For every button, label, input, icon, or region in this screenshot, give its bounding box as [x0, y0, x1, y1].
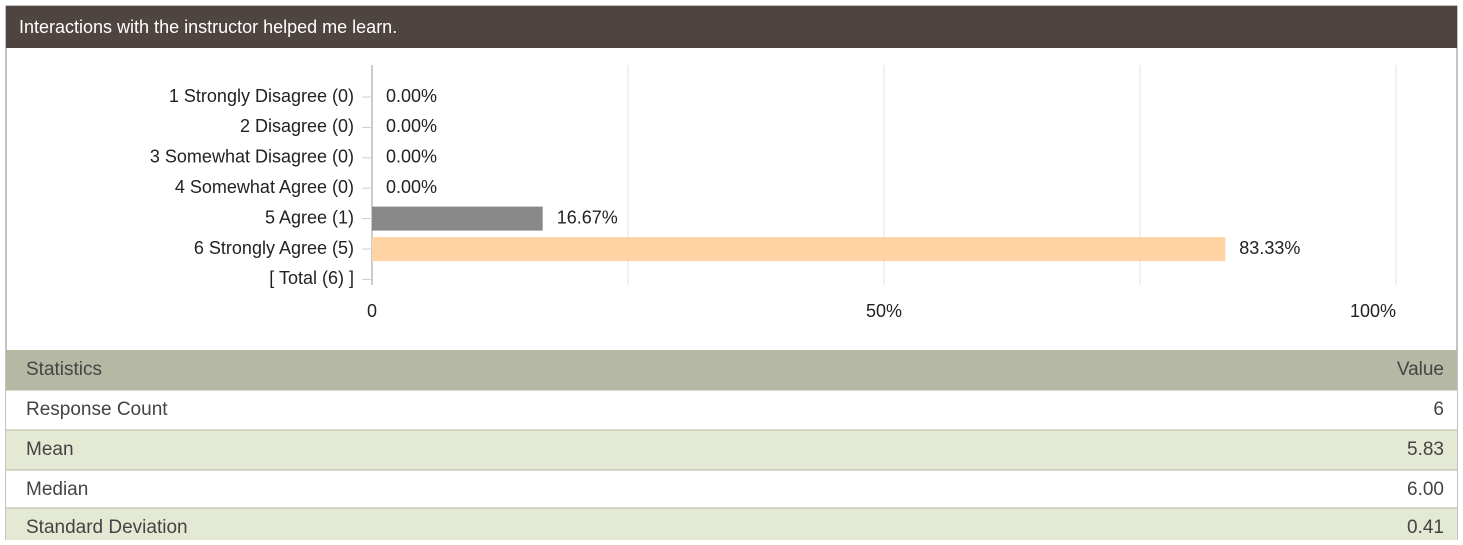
value-label: 83.33% [1239, 238, 1300, 258]
table-row [6, 508, 1457, 542]
bar [372, 237, 1226, 261]
y-tick-label: 4 Somewhat Agree (0) [175, 177, 354, 197]
value-label: 16.67% [557, 207, 618, 227]
value-label: 0.00% [386, 86, 437, 106]
table-cell: 6.00 [1407, 479, 1444, 500]
table-header-cell: Value [1397, 359, 1444, 380]
value-label: 0.00% [386, 116, 437, 136]
table-cell: 6 [1433, 399, 1444, 420]
value-label: 0.00% [386, 147, 437, 167]
y-tick-label: 5 Agree (1) [265, 207, 354, 227]
x-tick-label: 0 [367, 301, 377, 321]
x-tick-label: 50% [866, 301, 902, 321]
table-header-cell: Statistics [26, 359, 102, 380]
y-tick-label: 2 Disagree (0) [240, 116, 354, 136]
chart: 0 50% 100% 1 Strongly Disagree (0) 0.00% 2 Di… [150, 65, 1397, 321]
table-cell: Median [26, 479, 88, 500]
value-label: 0.00% [386, 177, 437, 197]
y-tick-label: 3 Somewhat Disagree (0) [150, 147, 354, 167]
table-row [6, 470, 1457, 508]
table-cell: Standard Deviation [26, 517, 188, 538]
question-title: Interactions with the instructor helped … [19, 17, 397, 37]
table-row [6, 390, 1457, 430]
table-cell: 0.41 [1407, 517, 1444, 538]
table-header-row [6, 350, 1457, 390]
table-row [6, 430, 1457, 470]
y-tick-label: [ Total (6) ] [269, 268, 354, 288]
header-bar [6, 6, 1457, 48]
y-tick-label: 6 Strongly Agree (5) [194, 238, 354, 258]
bar [372, 206, 543, 231]
statistics-table: Statistics Value Response Count 6 Mean 5.83 Me… [6, 350, 1457, 542]
table-cell: Mean [26, 439, 74, 460]
table-cell: 5.83 [1407, 439, 1444, 460]
y-tick-label: 1 Strongly Disagree (0) [169, 86, 354, 106]
table-cell: Response Count [26, 399, 168, 420]
x-tick-label: 100% [1350, 301, 1396, 321]
